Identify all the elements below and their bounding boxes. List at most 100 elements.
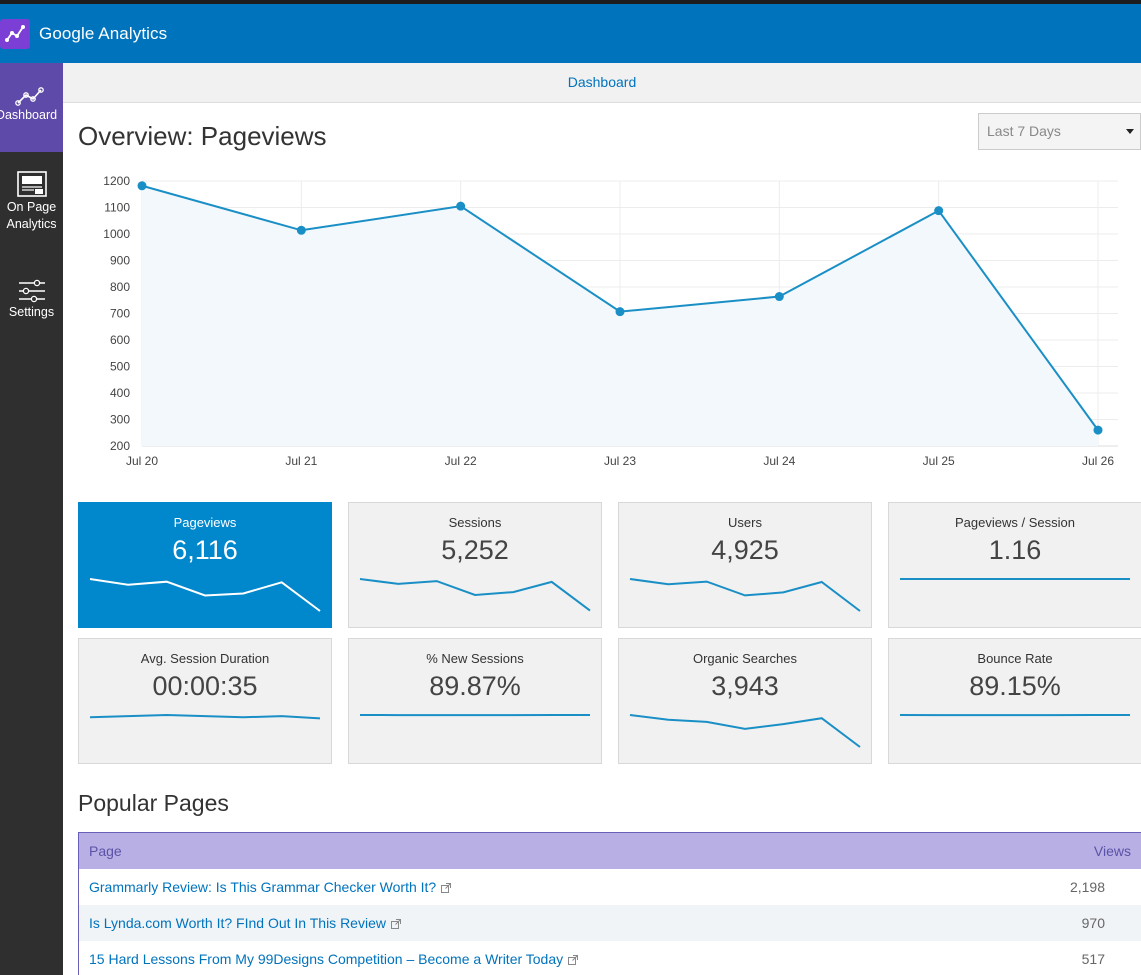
- page-link-text[interactable]: 15 Hard Lessons From My 99Designs Compet…: [89, 951, 564, 967]
- metric-value: 3,943: [711, 671, 779, 701]
- sparkline: [89, 713, 321, 720]
- page-link[interactable]: 15 Hard Lessons From My 99Designs Compet…: [89, 951, 579, 967]
- metric-tile-pageviews-session[interactable]: Pageviews / Session 1.16: [888, 502, 1141, 628]
- sparkline-line: [359, 578, 591, 612]
- metric-tile-new-sessions[interactable]: % New Sessions 89.87%: [348, 638, 602, 764]
- metric-label: Pageviews / Session: [955, 515, 1075, 530]
- views-count: 2,198: [1069, 879, 1105, 895]
- sparkline-line: [89, 578, 321, 612]
- sidebar-item-label: On Page: [6, 200, 57, 214]
- sparkline-line: [89, 713, 321, 720]
- metric-label: Avg. Session Duration: [140, 651, 270, 666]
- page-link[interactable]: Grammarly Review: Is This Grammar Checke…: [89, 879, 452, 895]
- date-range-select[interactable]: Last 7 Days: [978, 113, 1141, 150]
- data-point: [1093, 425, 1103, 435]
- x-tick-label: Jul 25: [923, 454, 955, 468]
- subnav-dashboard-link[interactable]: Dashboard: [567, 74, 637, 90]
- y-tick-label: 1100: [104, 201, 130, 215]
- table-row: 15 Hard Lessons From My 99Designs Compet…: [79, 941, 1141, 975]
- metric-label: Organic Searches: [692, 651, 798, 666]
- metric-label: Pageviews: [173, 515, 237, 530]
- metric-value: 00:00:35: [152, 671, 258, 701]
- metric-tile-pageviews[interactable]: Pageviews 6,116: [78, 502, 332, 628]
- table-header: Page Views: [79, 833, 1141, 869]
- table-row: Is Lynda.com Worth It? FInd Out In This …: [79, 905, 1141, 941]
- y-tick-label: 1200: [103, 174, 130, 188]
- pageviews-chart: 200 300 400 500 600 700 800 900 1000 1100 1200 Jul …: [103, 174, 1118, 468]
- metric-value: 5,252: [441, 535, 509, 565]
- views-count: 970: [1081, 915, 1105, 931]
- column-header-views[interactable]: Views: [1093, 843, 1131, 859]
- chart-line-icon: [14, 87, 44, 106]
- y-tick-label: 400: [110, 386, 130, 400]
- data-point: [296, 225, 306, 235]
- sidebar-item-dashboard[interactable]: Dashboard: [0, 63, 63, 152]
- x-tick-label: Jul 26: [1082, 454, 1114, 468]
- page-title: Overview: Pageviews: [78, 121, 327, 151]
- sidebar-item-label: Settings: [8, 305, 55, 319]
- metric-tile-organic-searches[interactable]: Organic Searches 3,943: [618, 638, 872, 764]
- data-point: [456, 201, 466, 211]
- data-point: [774, 292, 784, 302]
- data-point: [934, 206, 944, 216]
- popular-pages-table: Page Views Grammarly Review: Is This Gra…: [78, 832, 1141, 975]
- sidebar-item-label: Dashboard: [0, 108, 58, 122]
- top-strip: [0, 0, 1141, 4]
- x-tick-label: Jul 20: [126, 454, 158, 468]
- y-tick-label: 700: [110, 307, 130, 321]
- caret-down-icon: [1126, 129, 1134, 134]
- y-tick-label: 300: [110, 413, 130, 427]
- metric-value: 89.87%: [429, 671, 521, 701]
- sparkline: [629, 578, 861, 612]
- y-tick-label: 600: [110, 333, 130, 347]
- metric-label: Bounce Rate: [977, 651, 1053, 666]
- metric-tile-users[interactable]: Users 4,925: [618, 502, 872, 628]
- sparkline: [359, 714, 590, 717]
- metric-tile-avg-session-duration[interactable]: Avg. Session Duration 00:00:35: [78, 638, 332, 764]
- y-tick-label: 900: [110, 254, 130, 268]
- sidebar-item-label: Analytics: [6, 217, 57, 231]
- metric-value: 6,116: [172, 535, 238, 565]
- metric-tile-bounce-rate[interactable]: Bounce Rate 89.15%: [888, 638, 1141, 764]
- metric-value: 4,925: [711, 535, 779, 565]
- x-tick-label: Jul 23: [604, 454, 636, 468]
- y-tick-label: 1000: [103, 227, 130, 241]
- page-link[interactable]: Is Lynda.com Worth It? FInd Out In This …: [89, 915, 401, 931]
- page-link-text[interactable]: Is Lynda.com Worth It? FInd Out In This …: [89, 915, 386, 931]
- x-tick-label: Jul 22: [445, 454, 477, 468]
- x-tick-label: Jul 21: [285, 454, 317, 468]
- y-tick-label: 200: [110, 439, 130, 453]
- external-link-icon[interactable]: [390, 919, 401, 929]
- metric-label: Sessions: [448, 515, 502, 530]
- metric-value: 89.15%: [969, 671, 1061, 701]
- sparkline: [900, 578, 1130, 580]
- sparkline: [359, 578, 591, 612]
- sidebar-item-settings[interactable]: Settings: [0, 278, 63, 328]
- date-range-value: Last 7 Days: [987, 123, 1061, 139]
- sparkline: [899, 714, 1130, 717]
- sliders-icon: [18, 279, 45, 303]
- metric-label: % New Sessions: [426, 651, 524, 666]
- sidebar-item-on-page-analytics[interactable]: On Page Analytics: [0, 171, 63, 241]
- y-tick-label: 500: [110, 360, 130, 374]
- sparkline-line: [629, 714, 861, 748]
- column-header-page[interactable]: Page: [89, 843, 122, 859]
- app-header: Google Analytics: [0, 4, 1141, 63]
- metric-tile-sessions[interactable]: Sessions 5,252: [348, 502, 602, 628]
- app-title: Google Analytics: [39, 23, 168, 43]
- table-row: Grammarly Review: Is This Grammar Checke…: [79, 869, 1141, 905]
- popular-pages-title: Popular Pages: [78, 790, 229, 816]
- external-link-icon[interactable]: [441, 883, 452, 893]
- page-link-text[interactable]: Grammarly Review: Is This Grammar Checke…: [89, 879, 437, 895]
- views-count: 517: [1081, 951, 1105, 967]
- analytics-logo-icon: [0, 18, 30, 49]
- sparkline: [629, 714, 861, 748]
- external-link-icon[interactable]: [568, 955, 579, 965]
- metric-label: Users: [728, 515, 762, 530]
- data-point: [615, 307, 625, 317]
- metric-value: 1.16: [988, 535, 1042, 565]
- subnav: Dashboard: [63, 63, 1141, 103]
- data-point: [137, 181, 147, 191]
- sparkline-line: [629, 578, 861, 612]
- sparkline: [89, 578, 321, 612]
